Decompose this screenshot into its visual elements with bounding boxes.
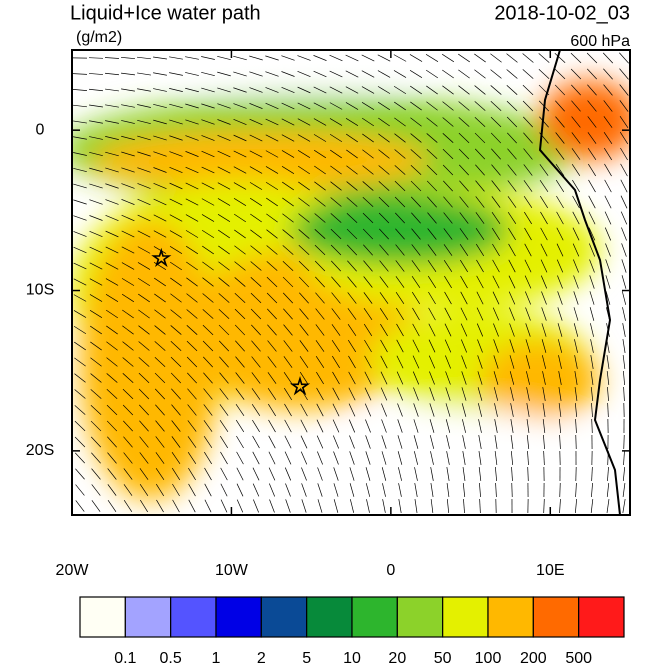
colorbar-label: 100 <box>475 650 502 667</box>
colorbar-box <box>171 597 216 637</box>
y-tick-label: 10S <box>26 282 54 299</box>
colorbar-box <box>443 597 488 637</box>
colorbar-label: 1 <box>212 650 221 667</box>
colorbar-box <box>216 597 261 637</box>
colorbar-box <box>80 597 125 637</box>
colorbar-label: 0.5 <box>160 650 182 667</box>
time: 2018-10-02_03 <box>494 2 630 24</box>
x-tick-label: 20W <box>56 562 90 579</box>
colorbar-box <box>488 597 533 637</box>
colorbar-label: 200 <box>520 650 547 667</box>
colorbar-box <box>533 597 578 637</box>
units: (g/m2) <box>76 29 122 46</box>
colorbar-label: 500 <box>565 650 592 667</box>
colorbar-box <box>307 597 352 637</box>
y-tick-label: 20S <box>26 442 54 459</box>
colorbar-label: 10 <box>343 650 361 667</box>
x-tick-label: 0 <box>386 562 395 579</box>
y-tick-label: 0 <box>36 121 45 138</box>
colorbar-label: 20 <box>388 650 406 667</box>
colorbar-box <box>579 597 624 637</box>
x-tick-label: 10E <box>536 562 564 579</box>
level: 600 hPa <box>570 33 630 50</box>
colorbar-label: 0.1 <box>114 650 136 667</box>
colorbar-box <box>352 597 397 637</box>
colorbar-label: 50 <box>434 650 452 667</box>
colorbar-box <box>397 597 442 637</box>
colorbar-label: 5 <box>302 650 311 667</box>
colorbar-box <box>261 597 306 637</box>
field <box>60 48 640 530</box>
colorbar-box <box>125 597 170 637</box>
colorbar-label: 2 <box>257 650 266 667</box>
title: Liquid+Ice water path <box>70 2 261 24</box>
x-tick-label: 10W <box>215 562 249 579</box>
